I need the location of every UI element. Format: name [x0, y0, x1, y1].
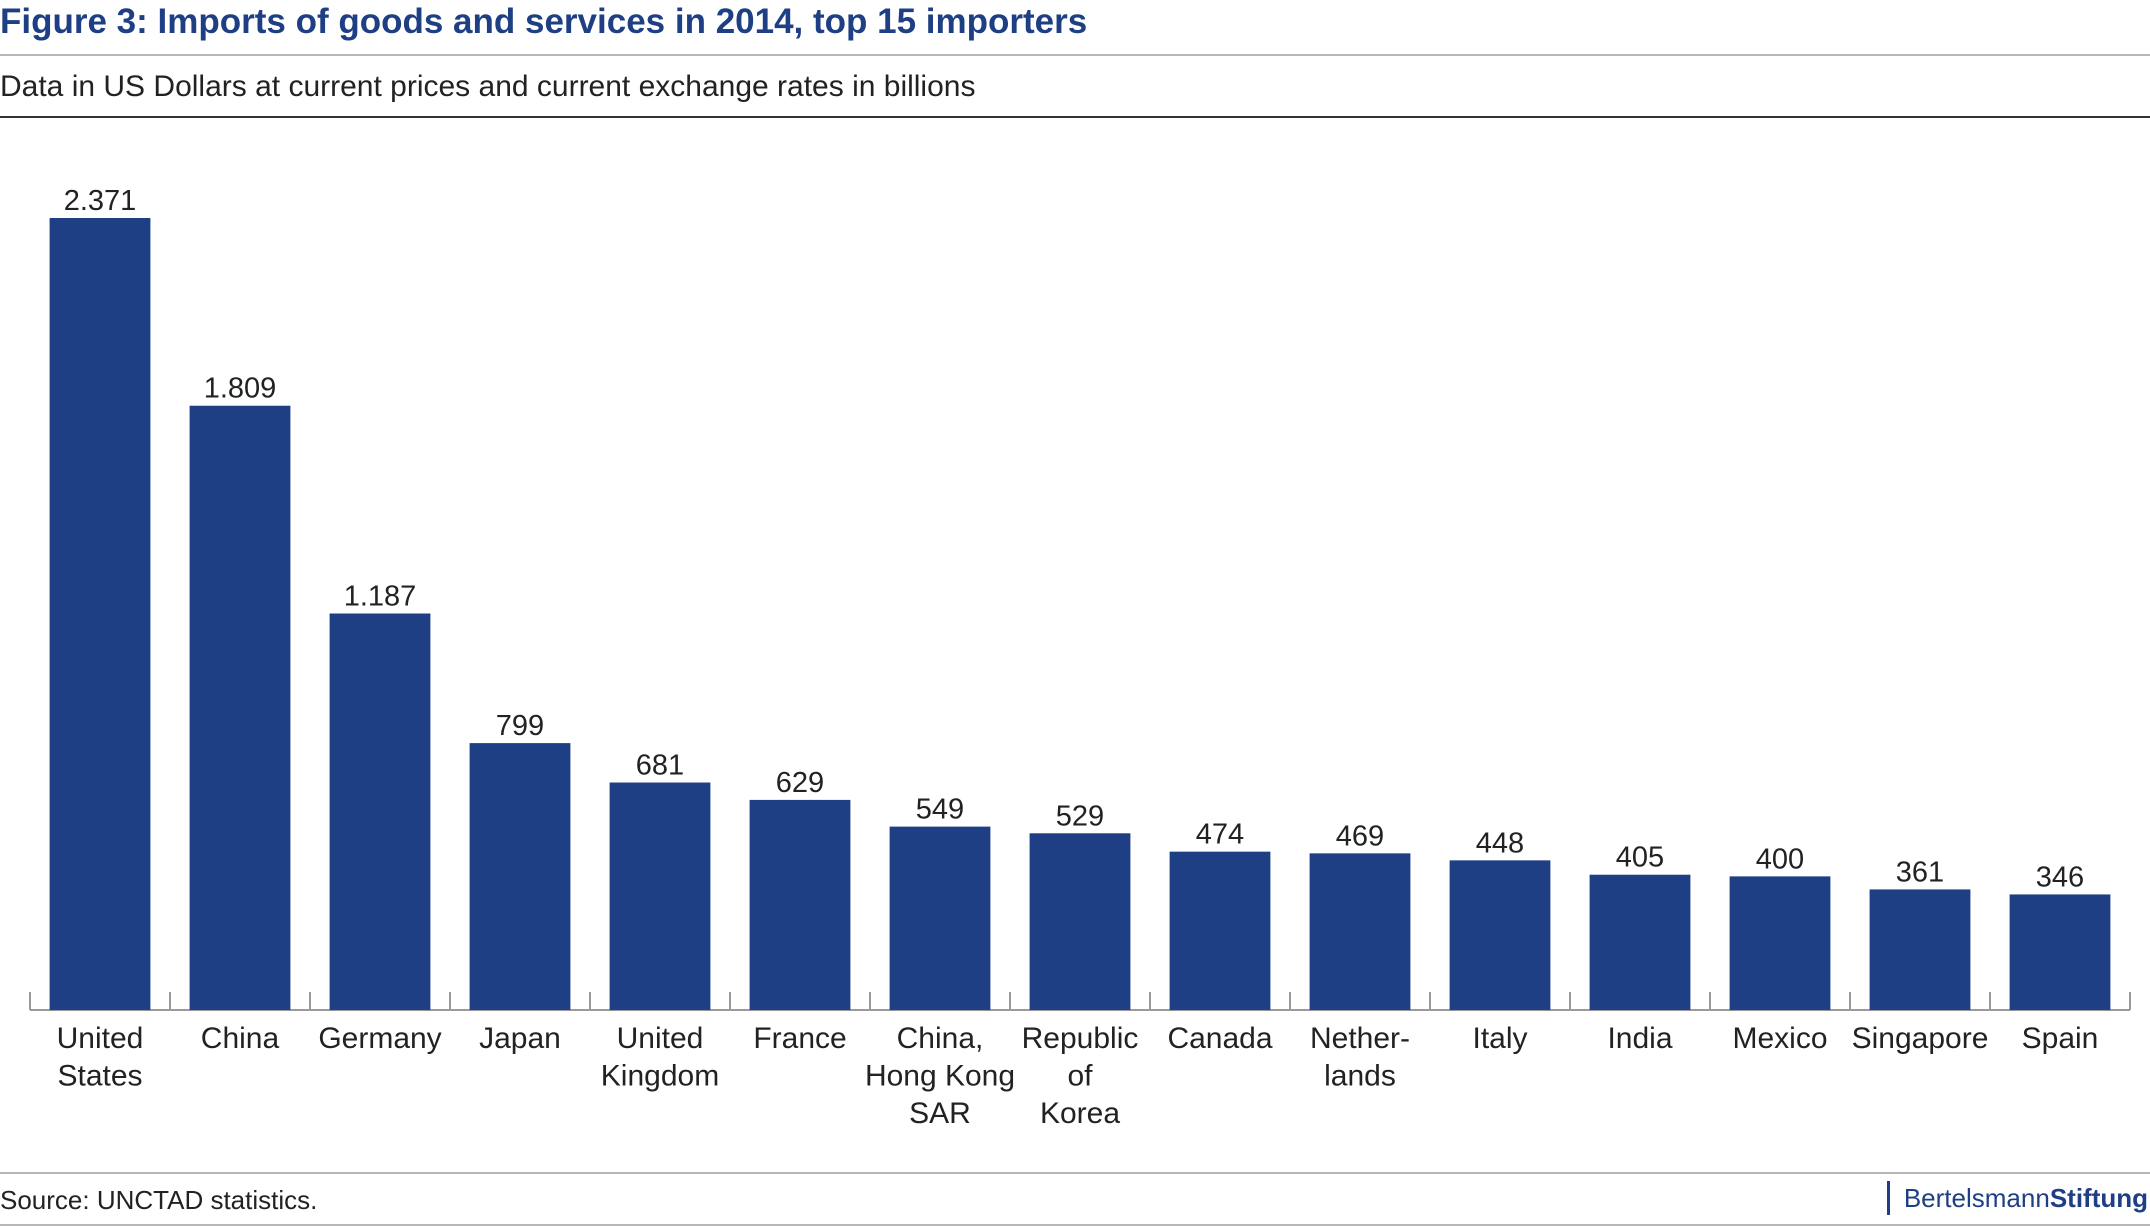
x-tick-label: Singapore — [1852, 1022, 1989, 1055]
data-label: 405 — [1616, 842, 1664, 874]
chart-subtitle: Data in US Dollars at current prices and… — [0, 70, 976, 103]
source-note: Source: UNCTAD statistics. — [0, 1185, 318, 1215]
bar — [329, 613, 431, 1010]
x-tick-label: Japan — [479, 1022, 561, 1055]
x-tick-label: lands — [1324, 1060, 1396, 1093]
data-label: 474 — [1196, 819, 1244, 851]
data-label: 400 — [1756, 843, 1804, 875]
data-label: 549 — [916, 794, 964, 826]
logo-bar-icon — [1886, 1181, 1890, 1215]
data-label: 346 — [2036, 861, 2084, 893]
x-tick-label: Korea — [1040, 1097, 1120, 1130]
x-tick-label: Nether- — [1310, 1022, 1410, 1055]
chart-title: Figure 3: Imports of goods and services … — [0, 2, 1088, 41]
bertelsmann-stiftung-logo: Bertelsmann Stiftung — [1886, 1180, 2148, 1216]
data-label: 681 — [636, 750, 684, 782]
bar — [469, 743, 571, 1010]
bar — [1729, 876, 1831, 1010]
data-label: 529 — [1056, 800, 1104, 832]
subtitle-divider — [0, 116, 2150, 118]
bar-chart: 2.371 United States 1.809 China 1.187 Germany 7… — [29, 185, 2131, 1130]
x-tick-label: China — [201, 1022, 280, 1055]
title-divider — [0, 54, 2150, 56]
x-tick-label: United — [57, 1022, 144, 1055]
bar — [189, 405, 291, 1010]
x-tick-label: Hong Kong — [865, 1060, 1015, 1093]
data-label: 2.371 — [64, 185, 137, 217]
x-tick-label: Canada — [1167, 1022, 1272, 1055]
data-label: 799 — [496, 710, 544, 742]
x-tick-label: States — [57, 1060, 142, 1093]
bar — [1589, 874, 1691, 1010]
x-tick-label: Germany — [318, 1022, 441, 1055]
x-tick-label: Mexico — [1732, 1022, 1827, 1055]
footer-divider-top — [0, 1172, 2150, 1174]
data-label: 361 — [1896, 856, 1944, 888]
data-label: 1.187 — [344, 580, 417, 612]
bar — [1869, 889, 1971, 1010]
data-label: 469 — [1336, 820, 1384, 852]
bar — [889, 826, 991, 1010]
bar — [1449, 860, 1551, 1010]
data-label: 629 — [776, 767, 824, 799]
x-tick-label: SAR — [909, 1097, 971, 1130]
x-tick-label: Kingdom — [601, 1060, 719, 1093]
x-tick-label: France — [753, 1022, 846, 1055]
x-tick-label: Republic — [1022, 1022, 1139, 1055]
bar — [49, 218, 151, 1010]
bar — [2009, 894, 2111, 1010]
data-label: 448 — [1476, 827, 1524, 859]
logo-text-stiftung: Stiftung — [2049, 1182, 2148, 1213]
bar — [1029, 833, 1131, 1010]
x-tick-label: of — [1067, 1060, 1093, 1093]
bar — [609, 782, 711, 1010]
x-tick-label: Italy — [1472, 1022, 1527, 1055]
x-tick-label: Spain — [2022, 1022, 2099, 1055]
bar — [749, 799, 851, 1010]
data-label: 1.809 — [204, 373, 277, 405]
x-tick-label: India — [1607, 1022, 1672, 1055]
bar — [1309, 853, 1411, 1010]
bar — [1169, 851, 1271, 1010]
x-tick-label: United — [617, 1022, 704, 1055]
logo-text-bertelsmann: Bertelsmann — [1903, 1182, 2050, 1213]
x-tick-label: China, — [897, 1022, 984, 1055]
footer-divider-bottom — [0, 1224, 2150, 1226]
